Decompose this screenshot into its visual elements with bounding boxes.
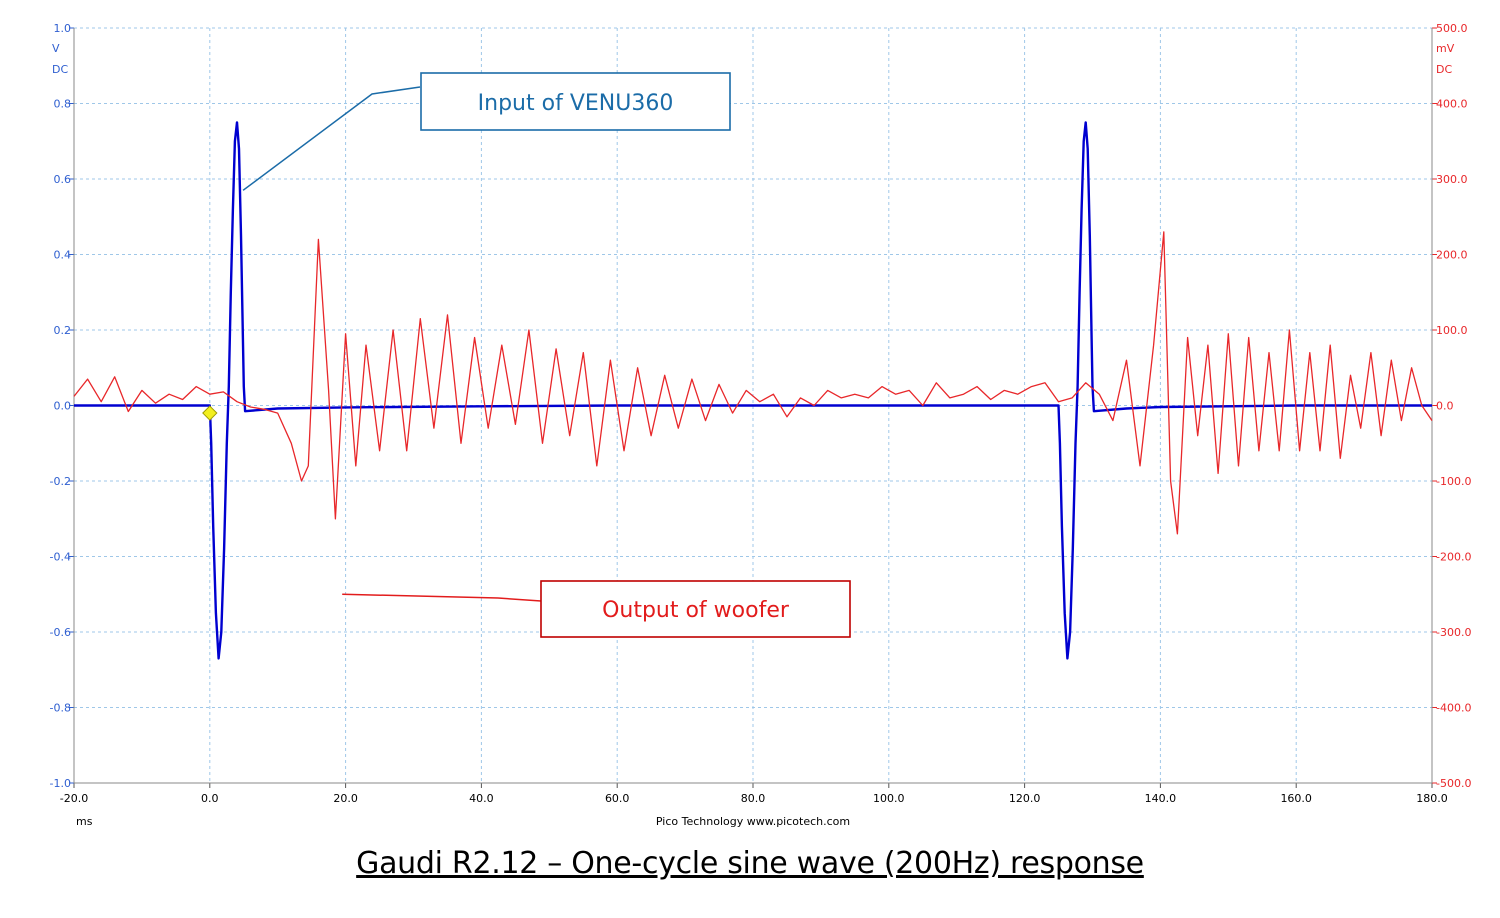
y-left-tick-label: -0.6 — [50, 626, 71, 639]
annotation-label: Input of VENU360 — [478, 91, 674, 116]
y-left-tick-label: 0.8 — [54, 98, 72, 111]
y-left-tick-label: 0.6 — [54, 173, 72, 186]
x-unit-label: ms — [76, 815, 93, 828]
y-right-tick-label: -300.0 — [1436, 626, 1471, 639]
figure-caption: Gaudi R2.12 – One-cycle sine wave (200Hz… — [356, 846, 1144, 881]
x-tick-label: 120.0 — [1009, 792, 1041, 805]
y-left-tick-label: -1.0 — [50, 777, 71, 790]
footer-text: Pico Technology www.picotech.com — [656, 815, 850, 828]
x-tick-label: 80.0 — [741, 792, 766, 805]
series — [73, 121, 1433, 660]
y-left-tick-label: 0.4 — [54, 249, 72, 262]
y-left-tick-label: 1.0 — [54, 22, 72, 35]
x-tick-label: 0.0 — [201, 792, 219, 805]
x-tick-label: 40.0 — [469, 792, 494, 805]
series-line-right-axis — [73, 231, 1433, 535]
y-left-tick-label: 0.0 — [54, 400, 72, 413]
y-right-tick-label: 200.0 — [1436, 249, 1468, 262]
x-tick-label: 160.0 — [1280, 792, 1312, 805]
annotation-leader-line — [242, 86, 421, 191]
y-left-tick-label: -0.2 — [50, 475, 71, 488]
annotations: Input of VENU360 Output of woofer — [242, 72, 851, 638]
series-line-left-axis — [74, 121, 1432, 660]
y-right-tick-label: 100.0 — [1436, 324, 1468, 337]
x-tick-label: 180.0 — [1416, 792, 1448, 805]
y-left-tick-label: -0.8 — [50, 702, 71, 715]
annotation-leader-line — [342, 593, 542, 602]
x-tick-label: 20.0 — [333, 792, 358, 805]
y-left-unit-label: V — [52, 42, 60, 55]
axes: -20.0 0.0 20.0 40.0 60.0 80.0 100.0 120.0 140.0 1… — [50, 22, 1472, 828]
y-right-tick-label: -400.0 — [1436, 702, 1471, 715]
x-tick-label: 100.0 — [873, 792, 905, 805]
x-tick-label: -20.0 — [60, 792, 88, 805]
y-right-tick-label: 500.0 — [1436, 22, 1468, 35]
y-right-tick-label: -100.0 — [1436, 475, 1471, 488]
x-tick-label: 60.0 — [605, 792, 630, 805]
annotation-box — [540, 580, 851, 638]
y-right-unit-label: mV — [1436, 42, 1455, 55]
y-right-tick-label: -500.0 — [1436, 777, 1471, 790]
y-right-tick-label: 400.0 — [1436, 98, 1468, 111]
y-right-tick-label: 300.0 — [1436, 173, 1468, 186]
annotation-label: Output of woofer — [602, 598, 790, 623]
y-left-coupling-label: DC — [52, 63, 68, 76]
trigger-marker — [202, 405, 218, 421]
annotation-box — [420, 72, 731, 131]
y-right-tick-label: 0.0 — [1436, 400, 1454, 413]
y-right-tick-label: -200.0 — [1436, 551, 1471, 564]
y-left-tick-label: 0.2 — [54, 324, 72, 337]
y-left-tick-label: -0.4 — [50, 551, 71, 564]
y-right-coupling-label: DC — [1436, 63, 1452, 76]
x-tick-label: 140.0 — [1145, 792, 1177, 805]
